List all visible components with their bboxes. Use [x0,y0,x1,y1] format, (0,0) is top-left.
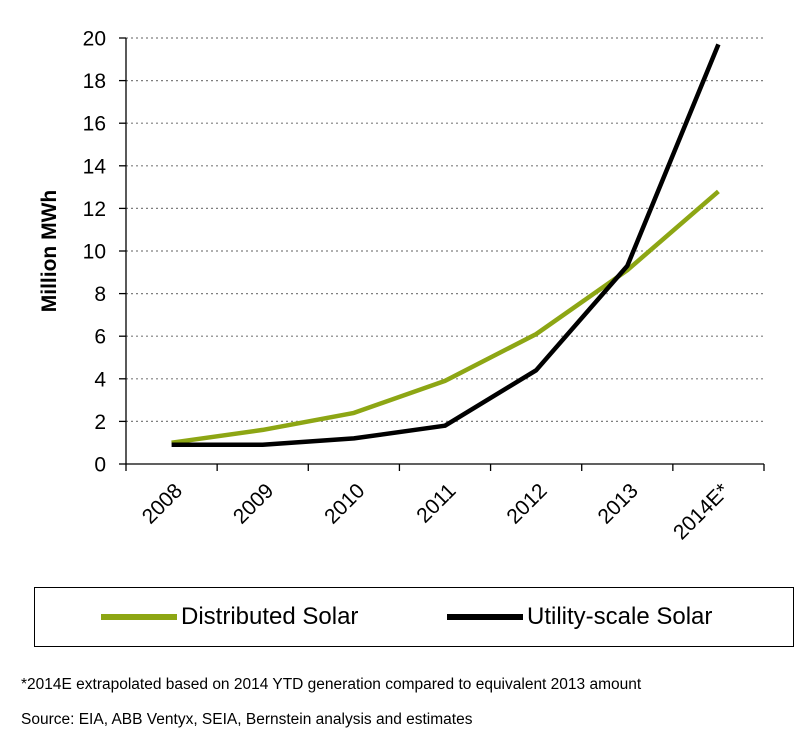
legend-label-utility: Utility-scale Solar [527,603,713,630]
y-tick-label: 12 [83,198,106,221]
y-tick-label: 20 [83,28,106,51]
legend-item-utility: Utility-scale Solar [447,588,712,646]
legend-label-distributed: Distributed Solar [181,603,359,630]
series-line-utility-scale-solar [171,43,721,448]
legend-swatch-utility [447,614,523,620]
y-tick-label: 14 [83,155,107,178]
y-tick-label: 16 [83,113,106,136]
y-axis-label: Million MWh [38,190,61,312]
series-line-distributed-solar [171,189,720,445]
line-chart: 0 2 4 6 8 10 12 14 16 18 20 2008 2009 2010 2011 2012 201… [38,28,765,544]
legend-swatch-distributed [101,614,177,620]
x-tick-label: 2014E* [669,479,734,544]
x-tick-label: 2008 [138,479,187,528]
x-tick-label: 2011 [412,479,460,527]
y-tick-label: 8 [94,283,106,306]
source-note: Source: EIA, ABB Ventyx, SEIA, Bernstein… [21,711,473,728]
y-tick-label: 18 [83,70,106,93]
x-tick-label: 2013 [594,479,643,528]
y-tick-label: 2 [94,411,106,434]
y-tick-label: 0 [94,454,106,477]
y-tick-label: 4 [94,368,106,391]
x-tick-label: 2012 [502,479,551,528]
x-tick-label: 2010 [320,479,369,528]
x-tick-label: 2009 [229,479,278,528]
legend: Distributed Solar Utility-scale Solar [34,587,794,647]
y-tick-label: 6 [94,326,106,349]
y-tick-label: 10 [83,241,106,264]
legend-item-distributed: Distributed Solar [101,588,358,646]
footnote: *2014E extrapolated based on 2014 YTD ge… [21,676,642,693]
